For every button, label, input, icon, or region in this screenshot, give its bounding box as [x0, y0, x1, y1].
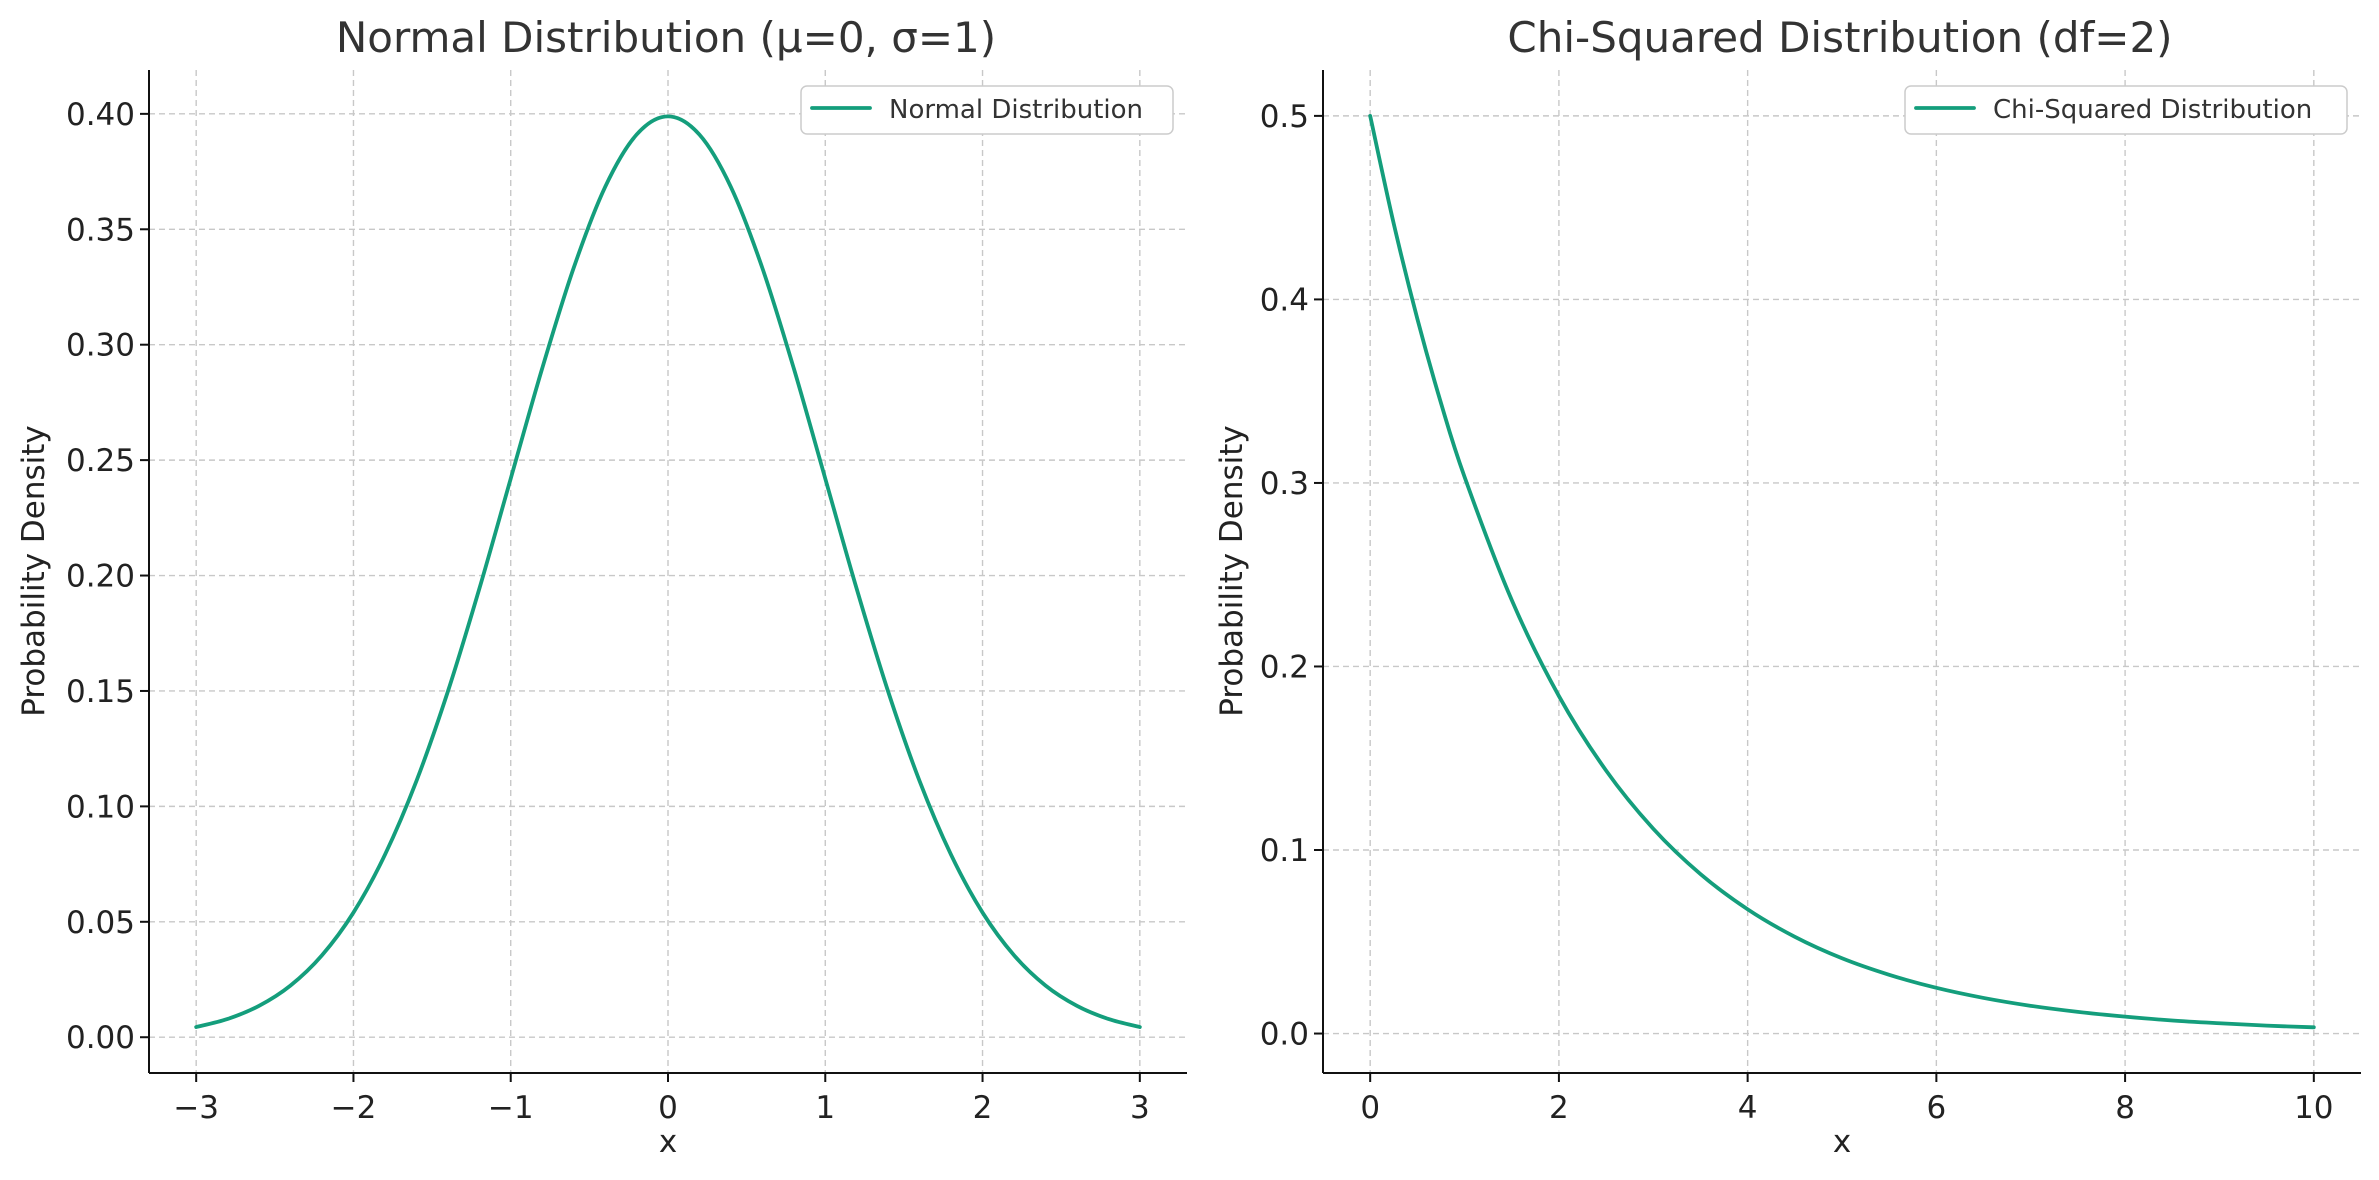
chi-squared-chart-series-line	[1368, 113, 2316, 1030]
normal-chart-plot-area	[194, 114, 1142, 1029]
chi-squared-chart-ylabel: Probability Density	[1214, 425, 1250, 717]
normal-chart-x-tick-label: −1	[488, 1090, 534, 1126]
chi-squared-chart-x-axis: 0 2 4 6 8 10	[1360, 1073, 2334, 1126]
chi-squared-chart-plot-area	[1368, 113, 2316, 1030]
normal-chart-x-tick-label: −2	[331, 1090, 377, 1126]
normal-chart-legend: Normal Distribution	[800, 85, 1174, 135]
chi-squared-chart-x-tick-label: 0	[1360, 1090, 1380, 1126]
chi-squared-chart-legend-box	[1904, 85, 2348, 135]
normal-chart-y-tick-label: 0.35	[66, 212, 135, 248]
normal-chart-ylabel: Probability Density	[16, 425, 52, 717]
chi-squared-chart-x-tick-label: 4	[1738, 1090, 1758, 1126]
normal-chart-series-line	[194, 114, 1142, 1029]
normal-chart-x-tick-label: −3	[173, 1090, 219, 1126]
normal-chart-y-tick-label: 0.40	[66, 97, 135, 133]
normal-chart-y-tick-label: 0.30	[66, 328, 135, 364]
chi-squared-chart-x-tick-label: 2	[1549, 1090, 1569, 1126]
normal-chart: Normal Distribution (μ=0, σ=1) −3 −2 −1 0 1 2…	[16, 13, 1187, 1160]
normal-chart-x-tick-label: 1	[815, 1090, 835, 1126]
normal-chart-y-axis: 0.00 0.05 0.10 0.15 0.20 0.25 0.30 0.35 0.40	[66, 97, 149, 1056]
normal-chart-y-tick-label: 0.15	[66, 674, 135, 710]
chi-squared-chart-y-tick-label: 0.0	[1260, 1017, 1309, 1053]
chi-squared-chart-y-tick-label: 0.4	[1260, 282, 1309, 318]
chi-squared-chart-y-axis: 0.0 0.1 0.2 0.3 0.4 0.5	[1260, 99, 1323, 1053]
normal-chart-x-tick-label: 2	[973, 1090, 993, 1126]
normal-chart-x-tick-label: 0	[658, 1090, 678, 1126]
normal-chart-y-tick-label: 0.00	[66, 1020, 135, 1056]
chi-squared-chart-legend-label: Chi-Squared Distribution	[1993, 95, 2312, 125]
chi-squared-chart-grid	[1323, 70, 2361, 1073]
chi-squared-chart-xlabel: x	[1833, 1124, 1851, 1160]
normal-chart-title: Normal Distribution (μ=0, σ=1)	[336, 13, 996, 62]
normal-chart-y-tick-label: 0.05	[66, 905, 135, 941]
chi-squared-chart: Chi-Squared Distribution (df=2) 0 2 4 6 8 10 …	[1214, 13, 2361, 1160]
chi-squared-chart-y-tick-label: 0.5	[1260, 99, 1309, 135]
chi-squared-chart-x-tick-label: 8	[2115, 1090, 2135, 1126]
normal-chart-x-tick-label: 3	[1130, 1090, 1150, 1126]
chi-squared-chart-legend: Chi-Squared Distribution	[1904, 85, 2348, 135]
chi-squared-chart-y-tick-label: 0.3	[1260, 466, 1309, 502]
normal-chart-y-tick-label: 0.20	[66, 559, 135, 595]
chi-squared-chart-title: Chi-Squared Distribution (df=2)	[1507, 13, 2172, 62]
normal-chart-y-tick-label: 0.25	[66, 443, 135, 479]
chi-squared-chart-y-tick-label: 0.1	[1260, 833, 1309, 869]
chi-squared-chart-y-tick-label: 0.2	[1260, 649, 1309, 685]
chi-squared-chart-x-tick-label: 6	[1926, 1090, 1946, 1126]
normal-chart-legend-label: Normal Distribution	[889, 95, 1143, 125]
normal-chart-x-axis: −3 −2 −1 0 1 2 3	[173, 1073, 1150, 1126]
chi-squared-chart-x-tick-label: 10	[2294, 1090, 2333, 1126]
normal-chart-y-tick-label: 0.10	[66, 789, 135, 825]
normal-chart-xlabel: x	[659, 1124, 677, 1160]
normal-chart-legend-box	[800, 85, 1174, 135]
